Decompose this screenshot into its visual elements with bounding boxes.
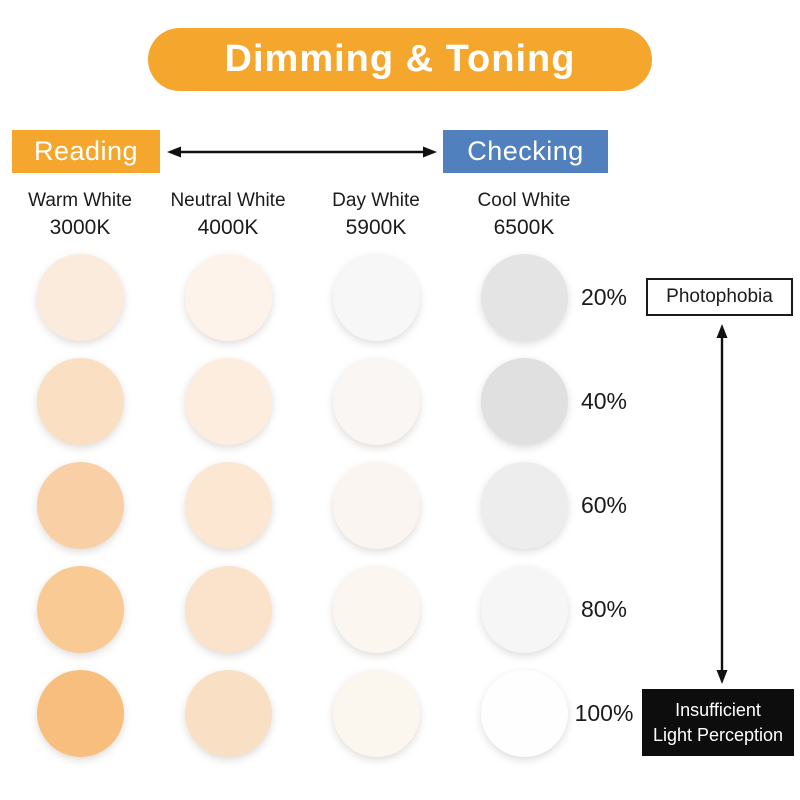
swatch-grid xyxy=(6,245,598,765)
left-right-arrow-icon xyxy=(167,146,437,158)
swatch-cool-white-20 xyxy=(480,253,568,341)
swatch-neutral-white-80 xyxy=(184,565,272,653)
page-title: Dimming & Toning xyxy=(224,38,576,80)
brightness-level-80: 80% xyxy=(580,595,628,622)
swatch-cool-white-80 xyxy=(480,565,568,653)
column-label: Warm White xyxy=(28,190,132,211)
photophobia-box: Photophobia xyxy=(646,278,793,316)
swatch-day-white-80 xyxy=(332,565,420,653)
swatch-day-white-40 xyxy=(332,357,420,445)
brightness-level-20: 20% xyxy=(580,283,628,310)
column-label: Day White xyxy=(332,190,420,211)
up-down-arrow-icon xyxy=(716,324,728,684)
column-kelvin: 4000K xyxy=(197,215,259,239)
swatch-cool-white-40 xyxy=(480,357,568,445)
swatch-day-white-100 xyxy=(332,669,420,757)
swatch-neutral-white-20 xyxy=(184,253,272,341)
brightness-level-40: 40% xyxy=(580,387,628,414)
column-kelvin: 3000K xyxy=(49,215,111,239)
title-banner: Dimming & Toning xyxy=(148,28,652,91)
swatch-day-white-20 xyxy=(332,253,420,341)
photophobia-label: Photophobia xyxy=(666,286,773,307)
column-label: Neutral White xyxy=(170,190,286,211)
brightness-level-100: 100% xyxy=(574,699,634,726)
insufficient-light-box: Insufficient Light Perception xyxy=(642,689,794,756)
insufficient-label-line2: Light Perception xyxy=(652,724,784,745)
swatch-neutral-white-100 xyxy=(184,669,272,757)
column-header-warm-white: Warm White 3000K xyxy=(6,188,154,240)
checking-label-box: Checking xyxy=(443,130,608,173)
swatch-warm-white-60 xyxy=(36,461,124,549)
brightness-scale: 20% 40% 60% 80% 100% xyxy=(566,245,642,765)
swatch-warm-white-20 xyxy=(36,253,124,341)
column-header-neutral-white: Neutral White 4000K xyxy=(154,188,302,240)
column-kelvin: 5900K xyxy=(345,215,407,239)
brightness-level-60: 60% xyxy=(580,491,628,518)
swatch-warm-white-100 xyxy=(36,669,124,757)
column-headers: Warm White 3000K Neutral White 4000K Day… xyxy=(6,188,598,240)
swatch-cool-white-100 xyxy=(480,669,568,757)
reading-label-box: Reading xyxy=(12,130,160,173)
swatch-warm-white-80 xyxy=(36,565,124,653)
insufficient-label-line1: Insufficient xyxy=(675,700,761,721)
checking-label: Checking xyxy=(467,136,584,166)
reading-label: Reading xyxy=(33,136,139,166)
swatch-cool-white-60 xyxy=(480,461,568,549)
swatch-day-white-60 xyxy=(332,461,420,549)
column-header-cool-white: Cool White 6500K xyxy=(450,188,598,240)
column-kelvin: 6500K xyxy=(493,215,555,239)
column-header-day-white: Day White 5900K xyxy=(302,188,450,240)
swatch-neutral-white-40 xyxy=(184,357,272,445)
swatch-neutral-white-60 xyxy=(184,461,272,549)
swatch-warm-white-40 xyxy=(36,357,124,445)
column-label: Cool White xyxy=(477,190,571,211)
